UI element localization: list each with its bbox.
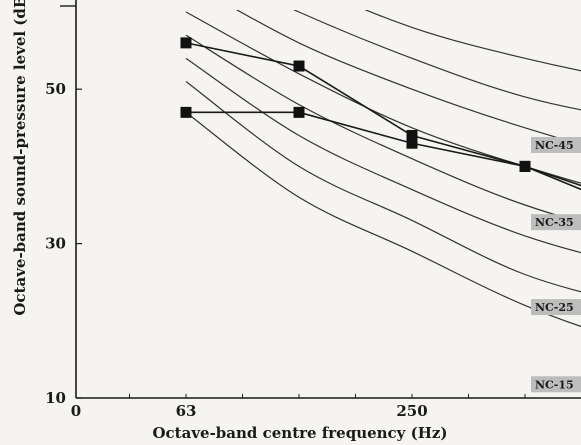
nc-curve-nc-15 bbox=[186, 112, 581, 390]
nc-label-nc-45: NC-45 bbox=[531, 137, 581, 153]
nc-label-text: NC-45 bbox=[535, 139, 574, 152]
nc-label-nc-25: NC-25 bbox=[531, 299, 581, 315]
series-2-line bbox=[186, 112, 581, 305]
axes-group: 0632501k4k103050 bbox=[45, 0, 581, 420]
nc-label-nc-35: NC-35 bbox=[531, 214, 581, 230]
y-axis-title: Octave-band sound-pressure level (dB) bbox=[11, 0, 29, 316]
nc-label-text: NC-35 bbox=[535, 216, 574, 229]
series-1-line bbox=[186, 43, 581, 305]
x-tick-label: 250 bbox=[396, 402, 427, 420]
x-tick-label: 0 bbox=[71, 402, 81, 420]
nc-label-text: NC-25 bbox=[535, 301, 574, 314]
series-2-point bbox=[520, 161, 531, 172]
x-axis-title: Octave-band centre frequency (Hz) bbox=[152, 424, 447, 441]
nc-label-nc-15: NC-15 bbox=[531, 376, 581, 392]
nc-label-text: NC-15 bbox=[535, 378, 574, 391]
y-tick-label: 50 bbox=[45, 80, 66, 98]
series-2-point bbox=[181, 107, 192, 118]
series-1-point bbox=[181, 37, 192, 48]
series-1-point bbox=[294, 61, 305, 72]
nc-curve-nc-35 bbox=[186, 12, 581, 228]
series-2-point bbox=[407, 138, 418, 149]
nc-curve-nc-20 bbox=[186, 81, 581, 351]
nc-curves-group bbox=[186, 0, 581, 390]
x-tick-label: 63 bbox=[176, 402, 197, 420]
y-tick-label: 30 bbox=[45, 235, 66, 253]
y-tick-label: 10 bbox=[45, 389, 66, 407]
series-2-point bbox=[294, 107, 305, 118]
nc-curve-nc-30 bbox=[186, 35, 581, 267]
